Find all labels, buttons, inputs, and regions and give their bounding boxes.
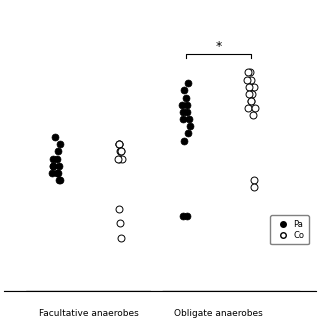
Point xyxy=(181,109,186,115)
Point xyxy=(50,170,55,175)
Point xyxy=(116,142,121,147)
Point xyxy=(247,92,252,97)
Point xyxy=(246,84,252,89)
Point xyxy=(118,149,123,154)
Point xyxy=(249,99,254,104)
Point xyxy=(56,178,61,183)
Point xyxy=(184,109,189,115)
Point xyxy=(250,92,255,97)
Point xyxy=(184,102,189,107)
Point xyxy=(57,178,62,183)
Point xyxy=(251,113,256,118)
Point xyxy=(252,185,257,190)
Point xyxy=(57,142,62,147)
Point xyxy=(248,70,253,75)
Point xyxy=(56,163,61,168)
Point xyxy=(116,142,121,147)
Point xyxy=(248,77,253,82)
Point xyxy=(116,142,121,147)
Point xyxy=(245,77,250,82)
Point xyxy=(52,134,58,140)
Point xyxy=(246,106,251,111)
Point xyxy=(117,206,122,212)
Point xyxy=(184,95,189,100)
Point xyxy=(51,163,56,168)
Text: Facultative anaerobes: Facultative anaerobes xyxy=(39,309,139,318)
Point xyxy=(245,70,251,75)
Point xyxy=(252,84,257,89)
Point xyxy=(117,221,123,226)
Point xyxy=(180,116,185,122)
Text: Obligate anaerobes: Obligate anaerobes xyxy=(174,309,263,318)
Point xyxy=(185,213,190,219)
Point xyxy=(54,156,60,161)
Point xyxy=(186,131,191,136)
Point xyxy=(252,106,257,111)
Point xyxy=(181,88,186,93)
Point xyxy=(117,149,122,154)
Point xyxy=(180,213,185,219)
Point xyxy=(249,99,254,104)
Point xyxy=(54,170,60,175)
Point xyxy=(252,178,257,183)
Point xyxy=(50,163,55,168)
Point xyxy=(180,102,185,107)
Point xyxy=(187,116,192,122)
Point xyxy=(118,235,123,240)
Point xyxy=(55,170,60,175)
Point xyxy=(187,124,192,129)
Legend: Pa, Co: Pa, Co xyxy=(270,215,308,244)
Point xyxy=(117,156,122,161)
Point xyxy=(186,81,191,86)
Point xyxy=(182,138,187,143)
Point xyxy=(51,156,56,161)
Point xyxy=(119,156,124,161)
Point xyxy=(119,149,124,154)
Point xyxy=(116,156,121,161)
Point xyxy=(55,149,60,154)
Text: *: * xyxy=(215,40,221,53)
